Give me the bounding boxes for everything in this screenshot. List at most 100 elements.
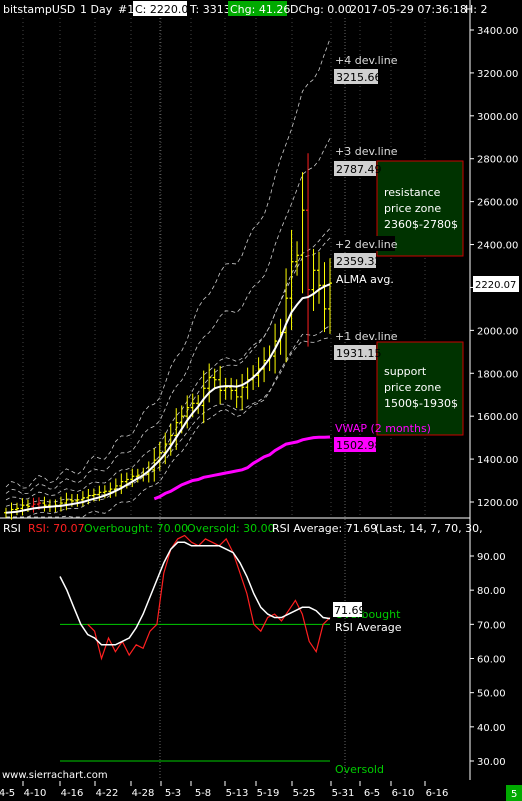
symbol-label: bitstampUSD	[3, 3, 75, 16]
rsi-value: RSI: 70.07	[28, 522, 85, 535]
support-zone-box	[376, 341, 464, 436]
dev-p2-value: 2359.32	[336, 255, 382, 268]
rsi-tick-label: 90.00	[477, 552, 506, 563]
deviation-bands	[5, 38, 331, 518]
dev-p4-value-bg	[334, 69, 378, 84]
rsi-tick-label: 80.00	[477, 586, 506, 597]
dev-p1-value: 1931.15	[336, 347, 382, 360]
rsi-avg-tag: RSI Average	[335, 621, 402, 634]
support-zone: support price zone 1500$-1930$	[376, 341, 464, 436]
deviation-band	[5, 337, 331, 507]
deviation-band	[5, 38, 331, 489]
dchange-value: DChg: 0.00	[290, 3, 352, 16]
change-bg	[228, 1, 287, 16]
dev-p1-value-bg	[334, 345, 376, 360]
time-tick-label: 4-5	[0, 788, 15, 799]
timeframe-label: 1 Day	[80, 3, 113, 16]
corner-badge-bg[interactable]	[506, 785, 522, 801]
rsi-tick-label: 50.00	[477, 689, 506, 700]
alma-label: ALMA avg.	[336, 273, 394, 286]
close-bg	[133, 1, 187, 16]
rsi-avg-value: 71.69	[334, 604, 366, 617]
oversold-tag: Oversold	[335, 763, 384, 776]
high-value: H: 2	[465, 3, 487, 16]
support-line1: support	[384, 365, 427, 378]
corner-badge[interactable]: 5	[511, 789, 517, 800]
rsi-axis: 90.00 80.00 70.00 60.00 50.00 40.00 30.00	[470, 552, 506, 768]
price-tick-label: 1200.00	[477, 498, 518, 509]
datetime-value: 2017-05-29 07:36:18	[350, 3, 467, 16]
rsi-tick-label: 70.00	[477, 620, 506, 631]
watermark: www.sierrachart.com	[2, 770, 108, 781]
price-tick-label: 3200.00	[477, 69, 518, 80]
vwap-label: VWAP (2 months)	[335, 422, 431, 435]
last-price-tag: 2220.07	[475, 280, 516, 291]
chart-number: #1	[118, 3, 134, 16]
rsi-header: RSI RSI: 70.07 Overbought: 70.00 Oversol…	[3, 522, 483, 535]
rsi-annotations: Overbought 71.69 RSI Average Oversold	[333, 602, 402, 776]
rsi-oversold: Oversold: 30.00	[187, 522, 275, 535]
resistance-zone: resistance price zone 2360$-2780$	[376, 160, 464, 257]
vwap-line	[153, 435, 331, 501]
price-tick-label: 3400.00	[477, 26, 518, 37]
time-tick-label: 6-10	[392, 788, 415, 799]
vertical-grid	[22, 18, 426, 780]
support-line3: 1500$-1930$	[384, 397, 458, 410]
rsi-tick-label: 40.00	[477, 723, 506, 734]
time-tick-label: 4-10	[24, 788, 47, 799]
time-tick-label: 4-22	[96, 788, 119, 799]
rsi-name: RSI	[3, 522, 21, 535]
dev-p2-label: +2 dev.line	[335, 238, 398, 251]
dev-p4-label: +4 dev.line	[335, 54, 398, 67]
price-tick-label: 1800.00	[477, 369, 518, 380]
price-tick-label: 2600.00	[477, 198, 518, 209]
last-price-bg	[473, 276, 519, 292]
rsi-avg-value-bg	[333, 602, 362, 617]
rsi-params: (Last, 14, 7, 70, 30,	[375, 522, 483, 535]
price-tick-label: 2000.00	[477, 326, 518, 337]
dev-p2-value-bg	[334, 253, 376, 268]
rsi-tick-label: 30.00	[477, 757, 506, 768]
rsi-overbought: Overbought: 70.00	[84, 522, 188, 535]
time-tick-label: 6-16	[426, 788, 449, 799]
alma-line	[5, 283, 331, 514]
time-tick-label: 5-13	[226, 788, 249, 799]
rsi-average-line	[59, 541, 331, 646]
close-value: C: 2220.07	[135, 3, 195, 16]
price-tick-label: 3000.00	[477, 112, 518, 123]
candles	[4, 153, 332, 520]
price-axis: 3400.00 3200.00 3000.00 2800.00 2600.00 2400.…	[470, 26, 518, 509]
deviation-band	[6, 228, 331, 518]
vwap-value: 1502.98	[336, 439, 382, 452]
time-tick-label: 5-8	[195, 788, 211, 799]
rsi-line	[87, 534, 331, 661]
dev-p2-label-bg	[333, 236, 395, 251]
dev-p3-value-bg	[334, 161, 376, 176]
time-tick-label: 5-19	[257, 788, 280, 799]
header-bar: bitstampUSD 1 Day #1 C: 2220.07 T: 3313 …	[3, 1, 487, 16]
rsi-average: RSI Average: 71.69	[272, 522, 377, 535]
deviation-band	[5, 237, 331, 501]
dev-p3-value: 2787.49	[336, 163, 382, 176]
dev-p4-value: 3215.66	[336, 71, 382, 84]
time-tick-label: 5-31	[332, 788, 355, 799]
price-tick-label: 2400.00	[477, 241, 518, 252]
price-tick-label: 1600.00	[477, 412, 518, 423]
dev-p1-label: +1 dev.line	[335, 330, 398, 343]
time-tick-label: 6-5	[364, 788, 380, 799]
dev-p3-label: +3 dev.line	[335, 145, 398, 158]
change-value: Chg: 41.26	[230, 3, 290, 16]
resistance-line3: 2360$-2780$	[384, 218, 458, 231]
price-tick-label: 1400.00	[477, 455, 518, 466]
resistance-line1: resistance	[384, 186, 441, 199]
time-tick-label: 4-16	[61, 788, 84, 799]
resistance-zone-box	[376, 160, 464, 257]
rsi-tick-label: 60.00	[477, 655, 506, 666]
trades-value: T: 3313	[189, 3, 231, 16]
price-tick-label: 2800.00	[477, 155, 518, 166]
price-annotations: +4 dev.line 3215.66 +3 dev.line 2787.49 …	[333, 54, 519, 452]
time-tick-label: 4-28	[132, 788, 155, 799]
deviation-band	[5, 138, 331, 495]
